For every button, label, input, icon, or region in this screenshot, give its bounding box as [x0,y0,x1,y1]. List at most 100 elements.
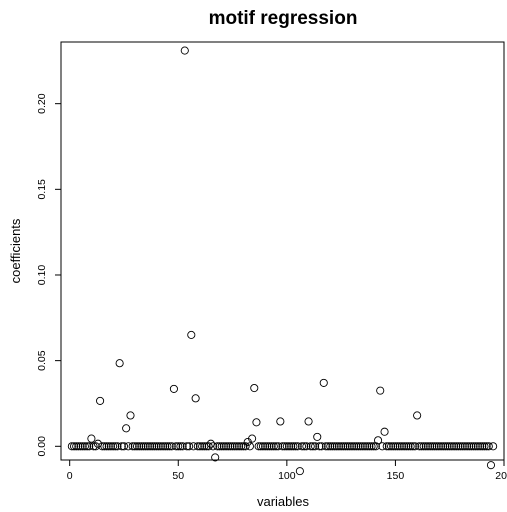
y-axis: 0.00 0.05 0.10 0.15 0.20 [36,93,61,457]
data-point [402,442,411,451]
data-point [248,434,257,443]
data-point [391,442,400,451]
data-point [145,442,155,451]
data-point [343,442,352,451]
data-point [304,417,313,426]
data-point [115,359,124,368]
data-point [360,442,370,451]
data-point [326,442,335,451]
data-point [258,442,268,451]
data-point [332,442,341,451]
data-point [480,442,489,451]
data-point [187,330,196,339]
data-point [295,467,304,476]
data-point [380,427,389,436]
data-point [96,396,105,405]
y-axis-label: coefficients [8,218,23,283]
data-point [113,442,122,451]
data-point [126,411,135,420]
data-point [76,442,85,451]
data-point [397,442,406,451]
data-point [489,442,498,451]
data-point [387,442,396,451]
x-tick-label: 100 [278,470,296,482]
y-tick-label: 0.00 [36,436,48,457]
data-point [198,442,207,451]
data-point [163,442,172,451]
data-point [306,442,315,451]
data-point [469,442,478,451]
data-point [143,442,152,451]
data-point [302,442,311,451]
data-point [313,432,322,441]
data-point [354,442,363,451]
data-point [152,442,161,451]
data-point [274,442,283,451]
data-point [100,442,109,451]
data-point [176,442,185,451]
data-point [476,442,485,451]
data-point [463,442,472,451]
data-point [484,442,493,451]
data-point [154,442,163,451]
chart-title: motif regression [209,8,358,29]
data-point [324,442,333,451]
data-point [350,442,359,451]
data-point [161,442,170,451]
data-point [345,442,354,451]
data-point [139,442,148,451]
data-point [447,442,456,451]
data-point [211,453,220,462]
data-point [406,442,415,451]
data-point [393,442,402,451]
data-point [221,442,231,451]
x-axis-label: variables [257,494,310,509]
data-point [215,442,224,451]
data-point [124,442,133,451]
data-point [347,442,357,451]
data-point [156,442,165,451]
data-point [284,442,294,451]
data-points [67,46,498,476]
data-point [150,442,159,451]
data-point [104,442,113,451]
data-point [98,442,107,451]
data-point [148,442,157,451]
data-point [135,442,144,451]
data-point [395,442,404,451]
data-point [367,442,376,451]
data-point [78,442,87,451]
data-point [132,442,142,451]
y-tick-label: 0.20 [36,93,48,114]
data-point [235,442,244,451]
data-point [119,442,129,451]
data-point [421,442,430,451]
data-point [178,442,187,451]
data-point [300,442,309,451]
data-point [193,442,202,451]
data-point [473,442,482,451]
data-point [376,386,385,395]
data-point [230,442,239,451]
data-point [291,442,300,451]
data-point [404,442,413,451]
data-point [293,442,302,451]
data-point [167,442,176,451]
data-point [165,442,174,451]
data-point [217,442,226,451]
x-tick-label: 50 [172,470,184,482]
data-point [365,442,374,451]
x-tick-label: 200 [495,470,507,482]
data-point [141,442,150,451]
data-point [267,442,276,451]
data-point [128,442,137,451]
data-point [191,394,200,403]
data-point [428,442,437,451]
y-tick-label: 0.15 [36,179,48,200]
data-point [436,442,446,451]
data-point [74,442,83,451]
y-tick-label: 0.10 [36,265,48,286]
data-point [341,442,350,451]
data-point [478,442,487,451]
data-point [172,442,181,451]
